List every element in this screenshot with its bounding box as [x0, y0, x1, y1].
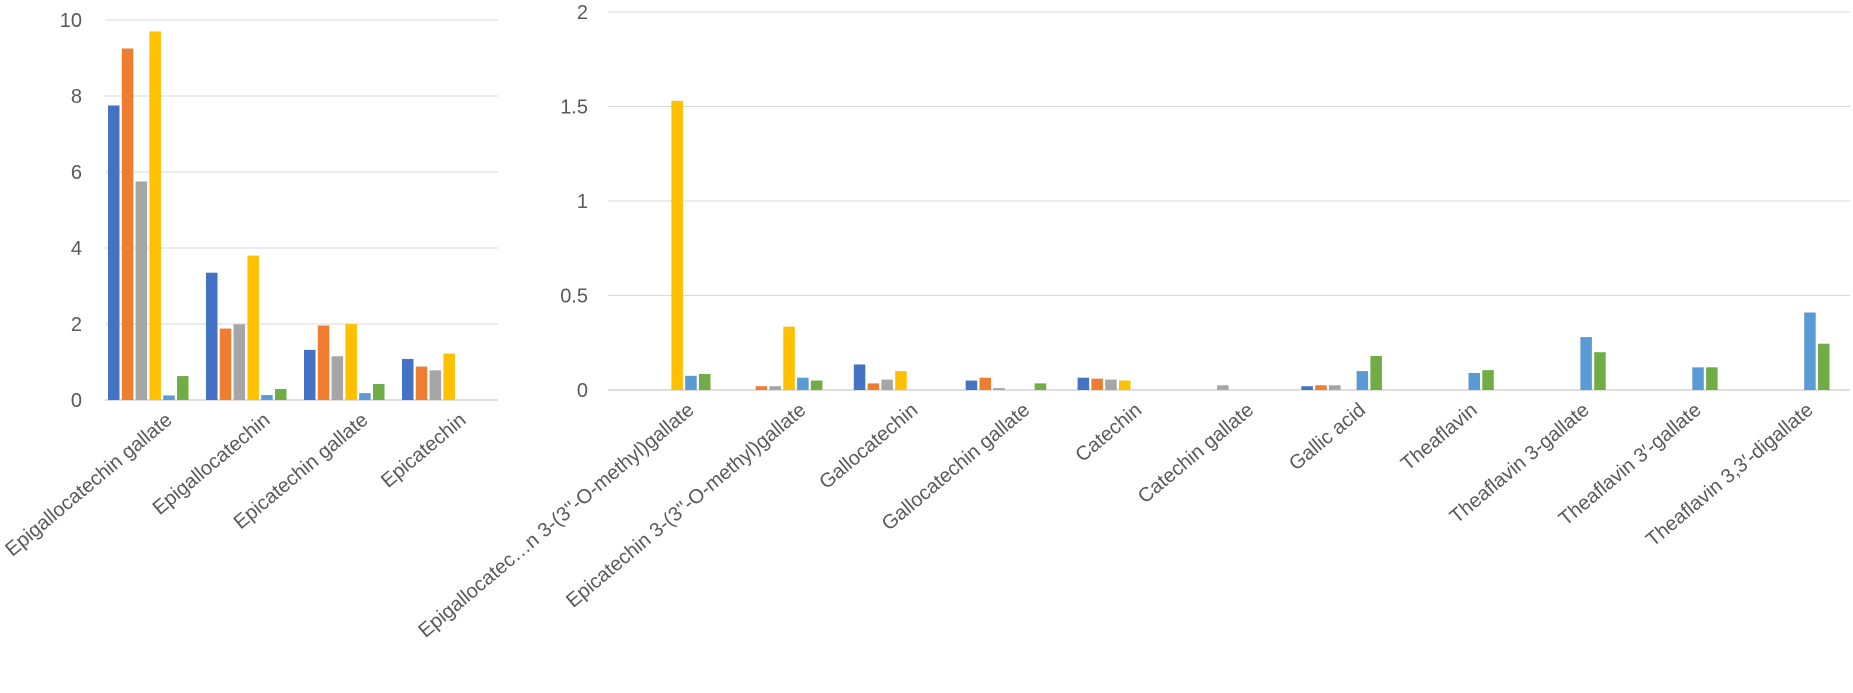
x-tick-label: Epigallocatechin gallate — [1, 409, 176, 561]
bar-series-5 — [163, 395, 175, 400]
bar-series-6 — [275, 388, 287, 400]
bar-series-3 — [331, 356, 344, 400]
bar-series-3 — [993, 388, 1005, 390]
bar-series-6 — [373, 384, 385, 400]
bar-series-4 — [443, 353, 455, 400]
x-tick-label: Gallic acid — [1285, 399, 1370, 475]
bar-series-3 — [1105, 379, 1117, 390]
x-tick-label: Epicatechin — [377, 409, 470, 492]
y-tick-label: 4 — [71, 238, 82, 260]
bar-series-2 — [317, 325, 330, 400]
y-tick-label: 0 — [71, 390, 82, 412]
y-tick-label: 1 — [577, 191, 588, 213]
bar-series-4 — [247, 255, 259, 400]
y-tick-label: 0.5 — [560, 286, 588, 308]
bar-series-6 — [810, 380, 823, 390]
bar-series-1 — [965, 380, 978, 390]
bar-series-1 — [1077, 377, 1090, 390]
bar-series-4 — [671, 100, 683, 390]
bar-series-1 — [108, 105, 120, 400]
bar-series-3 — [135, 181, 148, 400]
bar-series-5 — [1356, 371, 1369, 390]
bar-series-1 — [1301, 386, 1313, 390]
bar-series-5 — [797, 377, 809, 390]
bar-series-3 — [233, 324, 246, 400]
y-tick-label: 2 — [71, 314, 82, 336]
bar-series-2 — [1315, 385, 1327, 390]
bar-series-1 — [853, 364, 866, 390]
bar-series-5 — [359, 393, 371, 400]
x-tick-label: Catechin gallate — [1134, 399, 1258, 508]
bar-series-6 — [1370, 355, 1382, 390]
bar-series-3 — [1329, 385, 1341, 390]
y-tick-label: 0 — [577, 380, 588, 402]
x-tick-label: Theaflavin — [1397, 399, 1482, 475]
bar-series-1 — [402, 358, 414, 400]
bar-series-5 — [1692, 367, 1704, 390]
bar-series-1 — [304, 349, 316, 400]
bar-series-2 — [867, 383, 880, 390]
bar-series-2 — [219, 328, 232, 400]
bar-series-2 — [979, 377, 991, 390]
bar-series-6 — [1594, 352, 1606, 390]
y-tick-label: 10 — [60, 10, 82, 32]
x-tick-label: Epicatechin 3-(3''-O-methyl)gallate — [562, 399, 810, 612]
bar-series-2 — [755, 386, 768, 390]
bar-series-4 — [149, 31, 161, 401]
bar-series-5 — [1468, 372, 1480, 390]
bar-series-4 — [1119, 380, 1131, 390]
x-tick-label: Gallocatechin — [815, 399, 922, 494]
bar-series-6 — [1482, 370, 1494, 390]
bar-series-5 — [261, 395, 273, 400]
x-tick-label: Catechin — [1071, 399, 1146, 467]
bar-series-6 — [1818, 343, 1830, 390]
bar-series-3 — [429, 370, 442, 400]
bar-series-5 — [1580, 337, 1592, 390]
bar-series-6 — [1034, 383, 1047, 390]
y-tick-label: 8 — [71, 86, 82, 108]
bar-series-6 — [699, 373, 711, 390]
y-tick-label: 2 — [577, 2, 588, 24]
bar-series-3 — [1217, 385, 1229, 390]
bar-series-4 — [345, 324, 357, 400]
bar-series-6 — [177, 376, 189, 400]
bar-series-2 — [415, 366, 428, 400]
y-tick-label: 1.5 — [560, 97, 588, 119]
bar-series-3 — [769, 386, 781, 390]
bar-series-3 — [881, 379, 893, 390]
bar-series-4 — [783, 326, 795, 390]
bar-series-2 — [121, 48, 134, 400]
bar-series-1 — [206, 272, 218, 400]
bar-series-6 — [1706, 367, 1718, 390]
bar-series-2 — [1091, 378, 1103, 390]
bar-series-4 — [895, 371, 907, 390]
y-tick-label: 6 — [71, 162, 82, 184]
bar-series-5 — [1804, 312, 1816, 390]
bar-series-5 — [685, 375, 697, 390]
